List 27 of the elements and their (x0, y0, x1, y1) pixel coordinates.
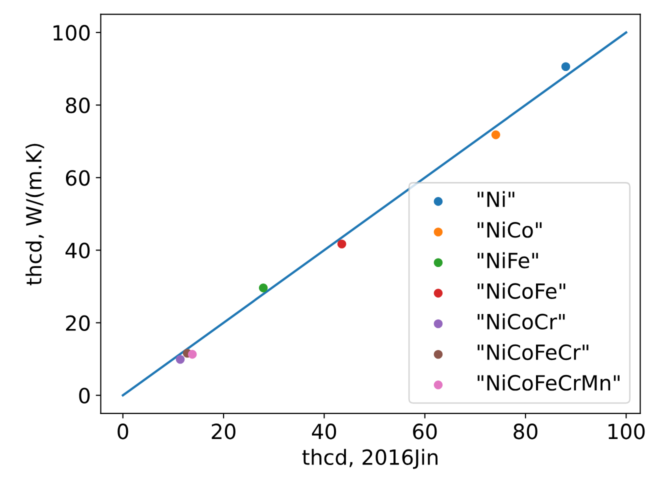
legend-label: "NiCoFeCr" (478, 344, 588, 360)
x-tick-label: 100 (608, 424, 645, 440)
point (561, 62, 570, 71)
point (258, 284, 268, 292)
legend-label: "NiCoFe" (478, 282, 566, 299)
x-tick-label: 0 (118, 424, 128, 440)
y-tick-label: 60 (66, 170, 90, 186)
point (176, 355, 185, 364)
legend-label: "Ni" (478, 191, 514, 207)
legend-label: "NiCo" (478, 222, 542, 238)
x-tick-label: 60 (413, 424, 437, 440)
legend-label: "NiCoCr" (478, 313, 565, 330)
legend-label: "NiFe" (478, 252, 538, 268)
y-tick-label: 40 (66, 242, 90, 258)
point (491, 130, 500, 140)
x-tick-label: 20 (212, 424, 236, 440)
y-axis-title: thcd, W/(m.K) (26, 144, 44, 286)
y-tick-label: 100 (54, 24, 90, 41)
x-tick-label: 80 (514, 424, 538, 440)
y-tick-label: 80 (66, 98, 90, 114)
legend-label: "NiCoFeCrMn" (478, 374, 620, 391)
x-tick-label: 40 (312, 424, 336, 440)
point (337, 240, 346, 248)
y-tick-label: 20 (66, 315, 90, 331)
point (188, 350, 197, 359)
x-axis-title: thcd, 2016Jin (302, 448, 438, 469)
y-tick-label: 0 (79, 388, 90, 404)
